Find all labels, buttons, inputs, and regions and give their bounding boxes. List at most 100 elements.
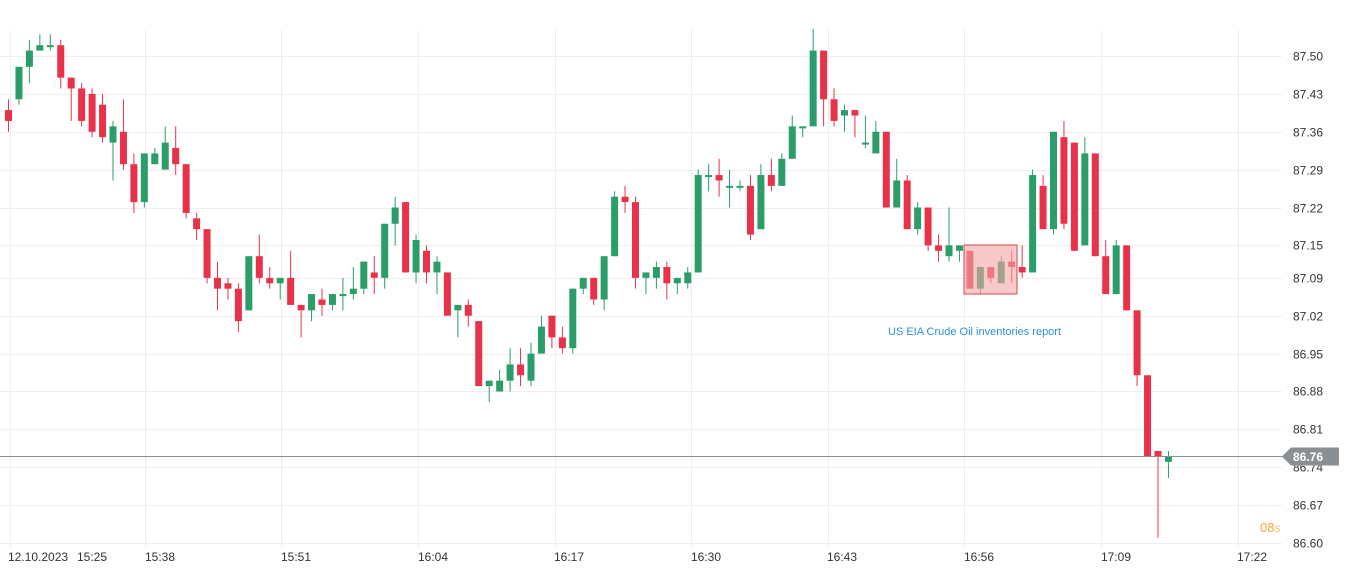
candle[interactable] <box>600 256 608 311</box>
candle[interactable] <box>517 348 525 387</box>
candle[interactable] <box>78 83 86 127</box>
candle[interactable] <box>673 277 681 295</box>
candle[interactable] <box>370 256 378 295</box>
candle[interactable] <box>935 234 943 262</box>
candle[interactable] <box>423 245 430 284</box>
candle[interactable] <box>433 256 441 295</box>
candle[interactable] <box>339 277 347 311</box>
candle[interactable] <box>36 34 44 51</box>
candle[interactable] <box>46 34 54 51</box>
candle[interactable] <box>694 169 702 273</box>
candle[interactable] <box>548 315 556 349</box>
candle[interactable] <box>255 234 263 284</box>
candle[interactable] <box>182 164 190 219</box>
candle[interactable] <box>276 277 284 300</box>
candle[interactable] <box>318 288 326 316</box>
candle[interactable] <box>799 126 807 138</box>
candle[interactable] <box>245 256 253 311</box>
candle[interactable] <box>809 28 817 127</box>
candle[interactable] <box>224 277 232 300</box>
candle[interactable] <box>841 104 848 132</box>
candle[interactable] <box>903 175 911 230</box>
candle[interactable] <box>234 283 242 332</box>
candle[interactable] <box>537 315 545 354</box>
candle[interactable] <box>1050 131 1057 235</box>
candle[interactable] <box>99 93 107 143</box>
candle[interactable] <box>652 261 660 289</box>
candle[interactable] <box>579 277 587 295</box>
candle[interactable] <box>1070 142 1078 251</box>
candle[interactable] <box>1091 153 1099 257</box>
candle[interactable] <box>642 272 650 295</box>
candle[interactable] <box>161 126 169 170</box>
event-highlight-box[interactable] <box>963 244 1018 295</box>
candle[interactable] <box>391 196 399 246</box>
candle[interactable] <box>632 196 639 289</box>
candle[interactable] <box>15 66 23 105</box>
candle[interactable] <box>705 164 713 192</box>
candle[interactable] <box>443 272 451 316</box>
candle[interactable] <box>851 110 859 138</box>
candle[interactable] <box>788 115 796 159</box>
candle[interactable] <box>914 202 922 235</box>
candle[interactable] <box>820 50 828 127</box>
candle[interactable] <box>590 277 598 305</box>
candle[interactable] <box>1154 451 1162 538</box>
candle[interactable] <box>558 326 566 354</box>
candle[interactable] <box>172 126 180 176</box>
candle[interactable] <box>203 229 211 284</box>
candle[interactable] <box>1164 451 1172 479</box>
candle[interactable] <box>527 342 535 387</box>
candle[interactable] <box>485 380 493 403</box>
candle[interactable] <box>945 207 953 262</box>
candle[interactable] <box>57 39 65 89</box>
candle[interactable] <box>1133 310 1141 387</box>
candle[interactable] <box>1039 175 1047 230</box>
candle[interactable] <box>297 304 305 338</box>
candle[interactable] <box>5 99 12 132</box>
candle[interactable] <box>924 207 932 251</box>
candle[interactable] <box>308 294 316 322</box>
candle[interactable] <box>757 164 765 230</box>
candle[interactable] <box>715 158 723 197</box>
candle[interactable] <box>140 153 148 208</box>
candle[interactable] <box>830 88 838 127</box>
candle[interactable] <box>496 369 504 392</box>
candle[interactable] <box>726 169 734 208</box>
candle[interactable] <box>767 158 775 192</box>
candle[interactable] <box>25 39 33 84</box>
candle[interactable] <box>328 294 336 311</box>
candle[interactable] <box>663 261 671 300</box>
candle[interactable] <box>861 115 869 148</box>
candle[interactable] <box>955 245 963 262</box>
candle[interactable] <box>349 267 357 300</box>
candle[interactable] <box>736 180 744 192</box>
candle[interactable] <box>464 299 472 327</box>
candle[interactable] <box>746 175 754 240</box>
candle[interactable] <box>360 261 368 295</box>
candle[interactable] <box>1029 169 1037 273</box>
candle[interactable] <box>88 88 96 138</box>
candle[interactable] <box>119 99 127 170</box>
candle[interactable] <box>1102 239 1110 295</box>
candle[interactable] <box>381 223 389 289</box>
candle[interactable] <box>266 267 274 289</box>
candle[interactable] <box>1060 120 1068 230</box>
candle[interactable] <box>684 267 692 289</box>
candle[interactable] <box>287 250 295 305</box>
candle[interactable] <box>621 185 629 213</box>
candle[interactable] <box>214 261 221 311</box>
candle[interactable] <box>151 147 159 165</box>
event-annotation[interactable]: US EIA Crude Oil inventories report <box>888 326 1061 338</box>
candle[interactable] <box>402 202 410 273</box>
candle[interactable] <box>1018 245 1026 278</box>
candle[interactable] <box>475 321 483 387</box>
candle[interactable] <box>1112 239 1120 295</box>
candle[interactable] <box>130 153 138 213</box>
candle[interactable] <box>778 153 786 186</box>
candle[interactable] <box>454 304 462 338</box>
candle[interactable] <box>1144 375 1152 457</box>
candle[interactable] <box>569 288 577 354</box>
candle[interactable] <box>1081 137 1089 246</box>
